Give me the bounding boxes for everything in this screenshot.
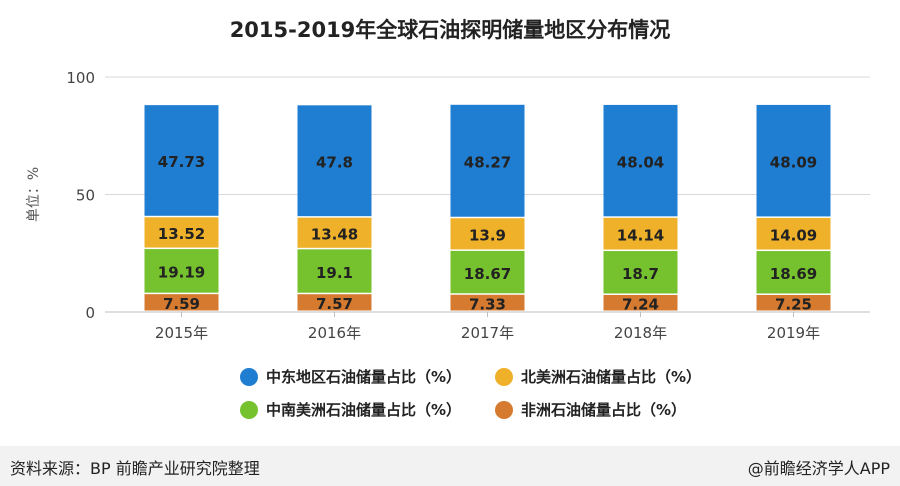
legend-item-north-america[interactable]: 北美洲石油储量占比（%） [495, 366, 720, 387]
x-tick-label-2: 2017年 [461, 324, 514, 342]
bar-segment-1-1 [297, 249, 372, 293]
bar-segment-1-0 [144, 249, 219, 293]
legend-item-middle-east[interactable]: 中东地区石油储量占比（%） [240, 366, 495, 387]
data-label-1-1: 19.1 [316, 264, 353, 282]
data-label-3-4: 48.09 [770, 153, 817, 171]
data-label-2-4: 14.09 [770, 226, 817, 244]
legend-item-south-central-america[interactable]: 中南美洲石油储量占比（%） [240, 399, 495, 420]
bar-segment-0-1 [297, 294, 372, 311]
brand-credit: @前瞻经济学人APP [747, 459, 890, 478]
bar-segment-3-0 [144, 105, 219, 216]
chart-title: 2015-2019年全球石油探明储量地区分布情况 [229, 18, 671, 42]
data-label-0-3: 7.24 [622, 295, 659, 313]
data-label-2-0: 13.52 [158, 225, 205, 243]
data-label-1-3: 18.7 [622, 265, 659, 283]
data-label-0-0: 7.59 [163, 295, 200, 313]
data-label-3-1: 47.8 [316, 153, 353, 171]
y-tick-label-50: 50 [76, 187, 95, 205]
x-tick-label-1: 2016年 [308, 324, 361, 342]
x-tick-label-0: 2015年 [155, 324, 208, 342]
legend-swatch-south-central-america [240, 400, 258, 419]
data-label-1-2: 18.67 [464, 265, 511, 283]
bar-segment-3-3 [603, 104, 678, 217]
legend-label-middle-east: 中东地区石油储量占比（%） [266, 368, 462, 386]
legend-item-africa[interactable]: 非洲石油储量占比（%） [495, 399, 720, 420]
bar-segment-0-0 [144, 294, 219, 311]
data-label-3-2: 48.27 [464, 154, 511, 172]
x-tick-label-3: 2018年 [614, 324, 667, 342]
chart-legend: 中东地区石油储量占比（%） 北美洲石油储量占比（%） 中南美洲石油储量占比（%）… [240, 366, 720, 420]
data-label-2-1: 13.48 [311, 225, 358, 243]
legend-swatch-north-america [495, 367, 513, 386]
y-axis-label: 单位：% [26, 167, 42, 222]
bar-segment-2-2 [450, 218, 525, 250]
legend-label-south-central-america: 中南美洲石油储量占比（%） [266, 401, 462, 419]
bar-segment-1-3 [603, 251, 678, 294]
legend-label-africa: 非洲石油储量占比（%） [521, 401, 687, 419]
bar-segment-2-1 [297, 217, 372, 248]
bar-segment-3-1 [297, 105, 372, 217]
data-label-1-0: 19.19 [158, 264, 205, 282]
x-tick-label-4: 2019年 [767, 324, 820, 342]
bar-segment-0-2 [450, 294, 525, 311]
bar-segment-2-3 [603, 217, 678, 250]
data-label-2-2: 13.9 [469, 227, 506, 245]
bar-segment-3-4 [756, 104, 831, 217]
data-label-1-4: 18.69 [770, 265, 817, 283]
bar-segment-2-0 [144, 217, 219, 248]
data-label-0-2: 7.33 [469, 295, 506, 313]
source-note: 资料来源：BP 前瞻产业研究院整理 [10, 459, 260, 478]
bar-segment-2-4 [756, 217, 831, 250]
bar-segment-3-2 [450, 104, 525, 217]
legend-swatch-africa [495, 400, 513, 419]
data-label-0-1: 7.57 [316, 295, 353, 313]
bar-segment-0-3 [603, 294, 678, 311]
data-label-0-4: 7.25 [775, 295, 812, 313]
legend-swatch-middle-east [240, 367, 258, 386]
data-label-3-0: 47.73 [158, 153, 205, 171]
legend-label-north-america: 北美洲石油储量占比（%） [521, 368, 702, 386]
footer-bar: 资料来源：BP 前瞻产业研究院整理 @前瞻经济学人APP [0, 446, 900, 486]
bar-segment-0-4 [756, 294, 831, 311]
data-label-2-3: 14.14 [617, 226, 664, 244]
y-tick-label-0: 0 [85, 304, 95, 322]
bar-segment-1-4 [756, 251, 831, 294]
data-label-3-3: 48.04 [617, 153, 664, 171]
bar-segment-1-2 [450, 250, 525, 294]
y-tick-label-100: 100 [66, 69, 95, 87]
